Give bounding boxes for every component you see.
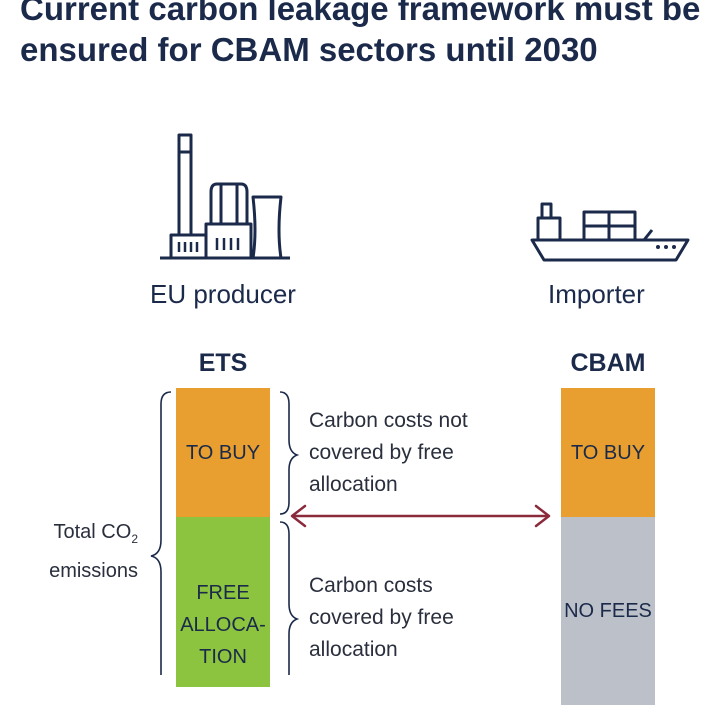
eu-producer-label: EU producer [150,279,296,309]
cbam-to-buy-label: TO BUY [570,441,646,464]
not-covered-brace [279,391,300,515]
cbam-no-fees-block: NO FEES [561,517,655,705]
total-emissions-brace [150,391,172,675]
cbam-column-title: CBAM [570,349,646,377]
braces-and-arrow [150,391,551,675]
covered-note: Carbon costs covered by free allocation [309,574,454,661]
ets-to-buy-label: TO BUY [185,441,261,464]
free-allocation-line: ALLOCA- [180,614,266,636]
co2-subscript: 2 [131,532,138,546]
comparison-arrow [290,504,551,528]
cargo-ship-icon [530,202,690,262]
total-emissions-label: Total CO2 emissions [49,521,138,582]
free-allocation-line: TION [199,646,247,668]
importer-label: Importer [548,279,645,309]
covered-brace [279,521,300,675]
cbam-to-buy-block: TO BUY [561,388,655,517]
ets-free-allocation-block: FREE ALLOCA- TION [176,517,270,687]
not-covered-note: Carbon costs not covered by free allocat… [309,409,468,496]
ets-to-buy-block: TO BUY [176,388,270,517]
page-title: Current carbon leakage framework must be… [20,0,701,68]
free-allocation-line: FREE [196,582,250,604]
ets-column-title: ETS [198,349,248,377]
no-fees-label: NO FEES [564,600,652,622]
factory-icon [160,133,290,260]
